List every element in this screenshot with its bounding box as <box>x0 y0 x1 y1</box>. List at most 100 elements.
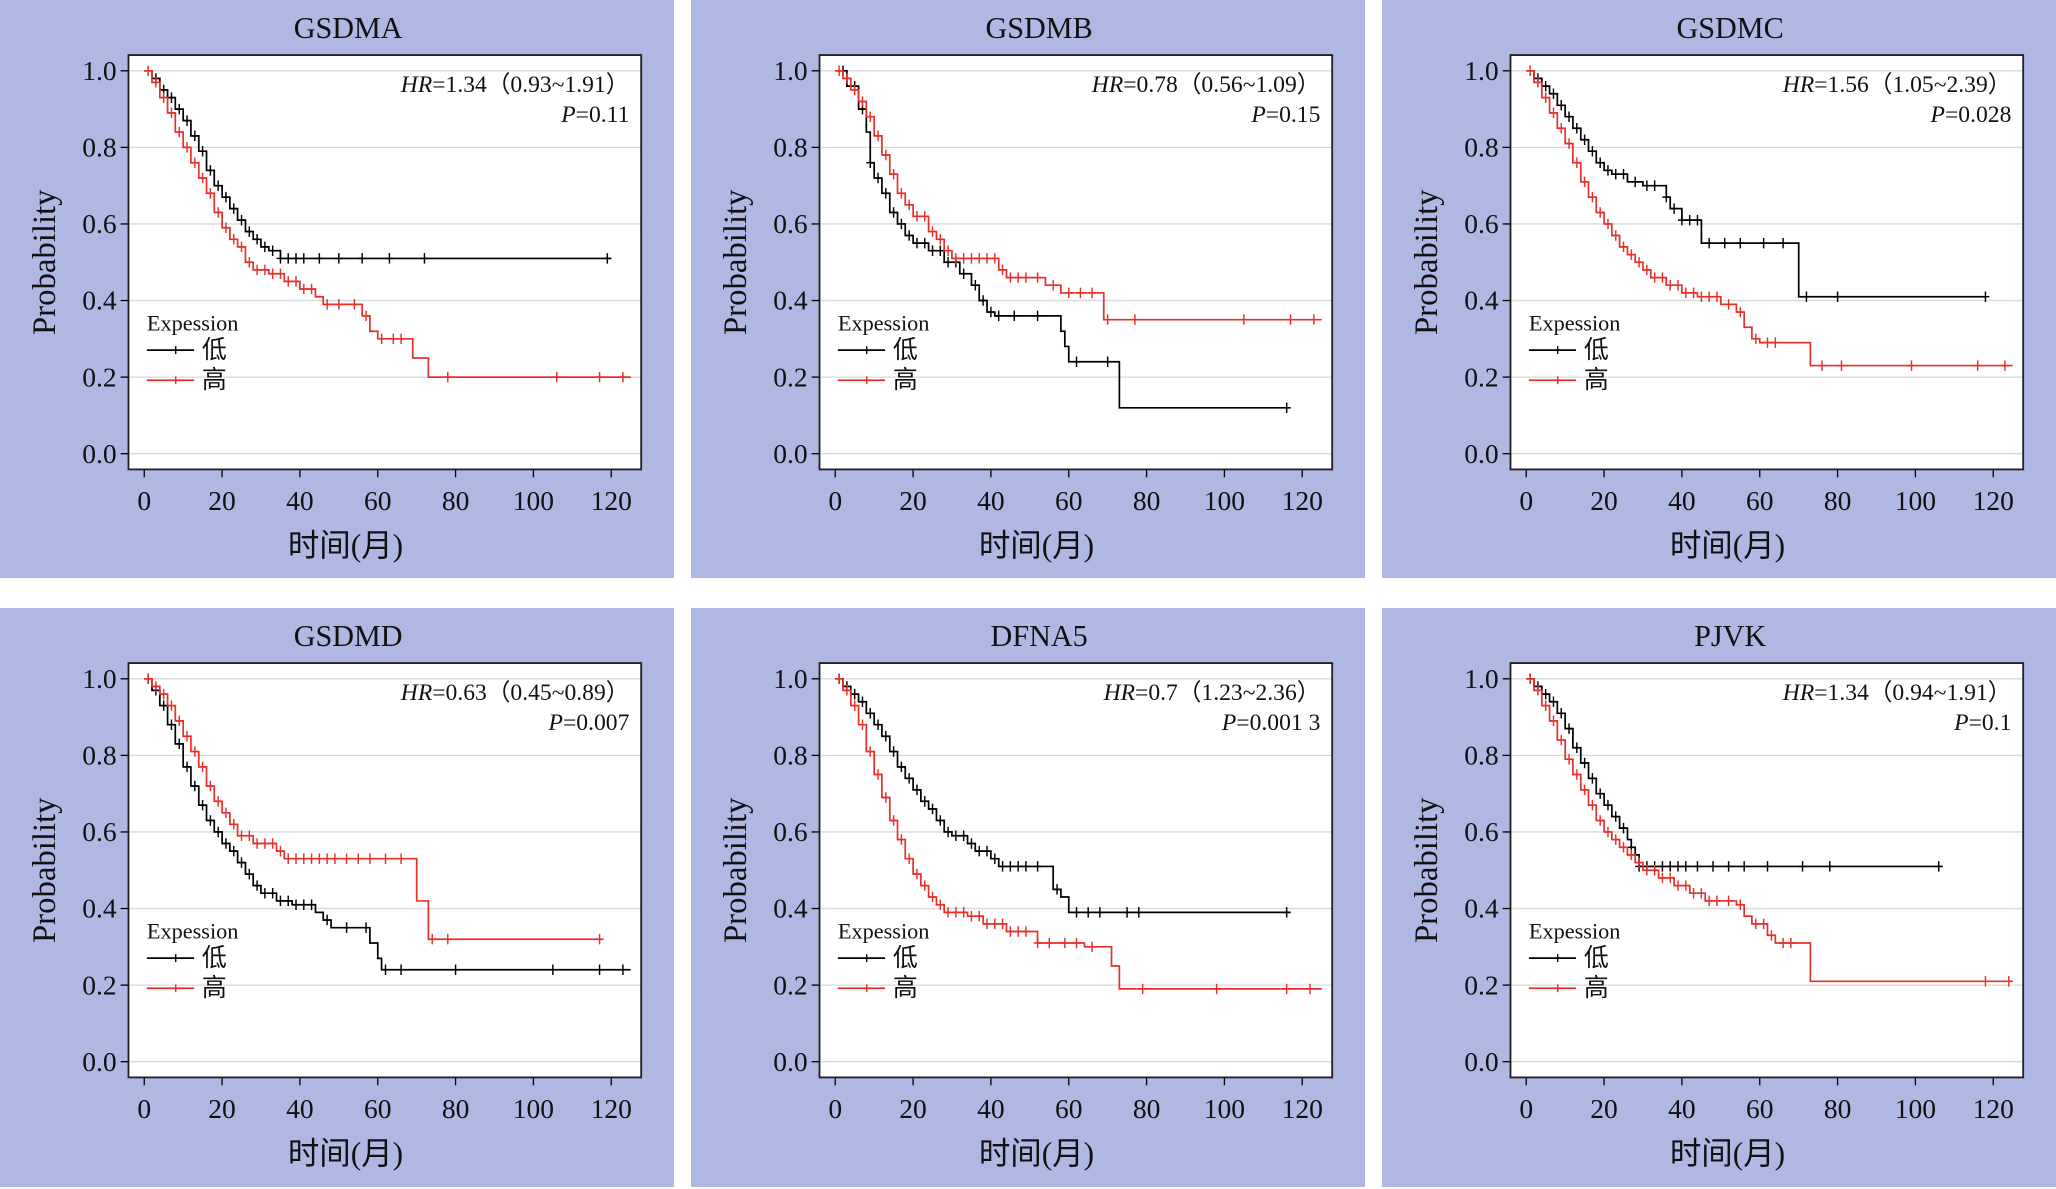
censor-mark <box>214 796 223 807</box>
y-tick-label: 0.0 <box>82 1046 116 1077</box>
censor-mark <box>618 371 627 383</box>
censor-mark <box>183 731 191 742</box>
censor-mark <box>198 800 207 811</box>
censor-mark <box>175 739 184 750</box>
censor-mark <box>1611 834 1620 846</box>
hr-value: =0.63（0.45~0.89） <box>432 680 629 706</box>
censor-mark <box>167 92 176 103</box>
censor-mark <box>1666 861 1675 873</box>
x-tick-label: 40 <box>1668 485 1696 516</box>
chart-title: GSDMB <box>986 11 1093 45</box>
censor-mark <box>1771 337 1780 348</box>
x-tick-label: 20 <box>1590 485 1618 516</box>
x-tick-label: 40 <box>977 1093 1005 1124</box>
censor-mark <box>1541 92 1550 103</box>
censor-mark <box>1033 861 1042 873</box>
censor-mark <box>1677 214 1686 226</box>
x-tick-label: 20 <box>1590 1093 1618 1124</box>
censor-mark <box>936 815 945 827</box>
x-tick-label: 0 <box>828 1093 842 1124</box>
plot-area <box>819 663 1333 1078</box>
p-label: P <box>1953 710 1968 736</box>
censor-mark <box>1697 888 1706 899</box>
censor-mark <box>951 907 960 919</box>
censor-mark <box>1049 279 1058 291</box>
censor-mark <box>190 130 199 142</box>
x-tick-label: 80 <box>1133 1093 1161 1124</box>
censor-mark <box>237 241 246 253</box>
x-tick-label: 20 <box>208 485 236 516</box>
y-axis-label: Probability <box>27 189 63 335</box>
censor-mark <box>928 245 937 257</box>
y-tick-label: 0.2 <box>773 970 807 1001</box>
y-tick-label: 0.0 <box>82 438 116 469</box>
censor-mark <box>1705 291 1714 302</box>
censor-mark <box>366 853 374 865</box>
censor-mark <box>385 253 394 264</box>
legend-entry: 高 <box>893 366 918 394</box>
censor-mark <box>229 203 238 214</box>
y-tick-label: 0.4 <box>1464 893 1499 924</box>
legend-entry: 低 <box>202 336 227 364</box>
legend-entry: 高 <box>893 975 918 1003</box>
hr-label: HR <box>1091 72 1124 98</box>
censor-mark <box>206 165 215 176</box>
x-tick-label: 120 <box>591 485 632 516</box>
censor-mark <box>198 145 207 157</box>
censor-mark <box>190 746 199 758</box>
x-tick-label: 40 <box>286 485 314 516</box>
plot-area <box>1510 55 2024 470</box>
censor-mark <box>268 838 277 850</box>
censor-mark <box>159 689 168 700</box>
censor-mark <box>967 838 976 850</box>
censor-mark <box>1533 77 1542 88</box>
censor-mark <box>1596 788 1605 800</box>
y-tick-label: 0.6 <box>82 208 116 239</box>
censor-mark <box>1642 865 1651 876</box>
censor-mark <box>1736 306 1745 318</box>
censor-mark <box>971 279 980 291</box>
censor-mark <box>284 896 293 907</box>
y-tick-label: 0.8 <box>82 740 116 771</box>
censor-mark <box>1572 769 1581 781</box>
censor-mark <box>552 371 561 383</box>
censor-mark <box>420 253 429 264</box>
p-label: P <box>560 102 575 128</box>
censor-mark <box>983 253 991 264</box>
censor-mark <box>397 333 406 345</box>
censor-mark <box>936 245 945 257</box>
censor-mark <box>944 827 953 838</box>
censor-mark <box>1580 785 1589 796</box>
y-axis-label: Probability <box>718 797 754 943</box>
km-chart-svg: 0.0 0.2 0.4 0.6 0.8 1.0 0 20 40 60 80 100 120 GSDMB 时间… <box>718 11 1334 563</box>
censor-mark <box>936 899 945 911</box>
y-tick-label: 0.6 <box>82 817 116 848</box>
censor-mark <box>881 149 890 161</box>
censor-mark <box>866 111 875 122</box>
censor-mark <box>920 237 929 249</box>
plot-area <box>128 55 642 470</box>
censor-mark <box>1666 279 1675 291</box>
censor-mark <box>397 853 406 865</box>
y-tick-label: 1.0 <box>82 663 116 694</box>
y-tick-label: 0.2 <box>1464 970 1498 1001</box>
censor-mark <box>334 299 343 310</box>
censor-mark <box>292 276 300 287</box>
p-value: =0.1 <box>1969 710 2012 736</box>
censor-mark <box>1076 287 1085 299</box>
censor-mark <box>276 253 285 264</box>
censor-mark <box>1604 218 1612 230</box>
censor-mark <box>983 919 991 930</box>
x-tick-label: 20 <box>899 485 927 516</box>
censor-mark <box>1693 214 1702 226</box>
hr-value: =1.56（1.05~2.39） <box>1814 72 2011 98</box>
censor-mark <box>835 673 844 685</box>
censor-mark <box>858 696 867 708</box>
y-tick-label: 1.0 <box>773 55 807 86</box>
censor-mark <box>1021 861 1030 873</box>
x-axis-label: 时间(月) <box>1670 528 1785 563</box>
censor-mark <box>1981 976 1990 987</box>
x-tick-label: 0 <box>137 1093 151 1124</box>
censor-mark <box>998 861 1007 873</box>
y-tick-label: 0.8 <box>1464 132 1498 163</box>
